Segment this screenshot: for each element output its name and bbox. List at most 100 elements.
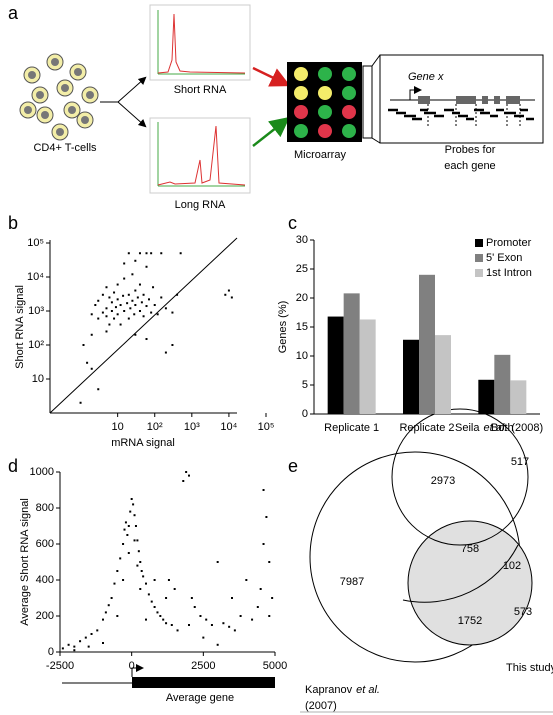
point — [147, 593, 150, 596]
point — [122, 543, 125, 545]
gene-label: Gene x — [408, 71, 444, 83]
point — [90, 367, 93, 370]
point — [185, 471, 188, 473]
point — [101, 293, 104, 296]
point — [150, 600, 153, 603]
spot — [342, 124, 356, 138]
point — [130, 498, 133, 500]
bar — [435, 335, 451, 414]
point — [259, 588, 262, 590]
point — [114, 306, 117, 309]
set-label-part: (2008) — [511, 422, 543, 434]
set-label-part: Seila — [455, 422, 480, 434]
bar — [494, 354, 511, 414]
point — [171, 311, 174, 314]
spot — [294, 86, 308, 100]
x-tick-label: 10⁵ — [258, 421, 275, 433]
point — [136, 539, 139, 542]
point — [123, 310, 126, 312]
set-label: This study — [506, 662, 553, 674]
set-label: Kapranov et al. — [305, 684, 380, 696]
point — [84, 636, 87, 639]
point — [67, 643, 70, 646]
point — [265, 516, 268, 518]
point — [188, 624, 190, 626]
point — [156, 611, 159, 614]
spot — [318, 124, 332, 138]
x-tick-label: 10³ — [184, 421, 200, 433]
point — [145, 582, 147, 585]
y-tick-label: 800 — [36, 502, 54, 514]
legend-swatch — [475, 254, 483, 262]
zoom-box — [362, 65, 373, 139]
venn-count: 758 — [461, 543, 479, 555]
point — [171, 344, 174, 346]
point — [271, 597, 274, 599]
point — [138, 252, 141, 255]
point — [86, 361, 89, 364]
point — [202, 636, 205, 639]
point — [123, 528, 126, 531]
point — [216, 643, 219, 646]
x-tick-label: Replicate 2 — [399, 422, 454, 434]
panel-label: d — [8, 456, 18, 476]
point — [164, 351, 167, 354]
set-label-part: et al. — [356, 684, 380, 696]
point — [145, 338, 148, 341]
point — [139, 588, 142, 590]
y-tick-label: 0 — [302, 408, 308, 420]
bar — [403, 339, 419, 414]
point — [108, 296, 111, 299]
point — [122, 294, 125, 297]
point — [90, 333, 93, 336]
point — [107, 604, 110, 607]
point — [116, 283, 119, 286]
x-tick-label: Replicate 1 — [324, 422, 379, 434]
spot — [342, 105, 356, 119]
point — [142, 575, 145, 578]
venn-count: 7987 — [340, 576, 364, 588]
point — [164, 307, 167, 310]
point — [268, 615, 271, 617]
point — [131, 299, 134, 302]
point — [159, 615, 162, 617]
y-axis-label: Short RNA signal — [14, 285, 26, 369]
point — [268, 561, 271, 563]
point — [124, 521, 127, 524]
spot — [294, 67, 308, 81]
nucleus — [74, 68, 82, 76]
point — [127, 552, 130, 554]
spot — [342, 86, 356, 100]
probes-label: Probes for — [445, 144, 496, 156]
point — [224, 293, 227, 296]
point — [156, 313, 159, 316]
trace-long — [149, 117, 251, 194]
point — [153, 606, 156, 608]
nucleus — [24, 106, 32, 114]
point — [165, 622, 168, 625]
x-axis-label: mRNA signal — [111, 437, 175, 449]
probes-label: each gene — [444, 160, 495, 172]
point — [97, 388, 100, 391]
point — [116, 570, 119, 572]
x-axis-label: Average gene — [166, 692, 234, 704]
diagonal — [49, 237, 238, 414]
point — [113, 317, 116, 320]
point — [102, 642, 104, 644]
point — [79, 401, 82, 404]
point — [101, 311, 104, 314]
point — [123, 262, 126, 265]
y-tick-label: 1000 — [30, 466, 54, 478]
point — [119, 304, 122, 307]
nucleus — [81, 116, 89, 124]
spot — [318, 67, 332, 81]
point — [160, 252, 163, 255]
point — [251, 618, 254, 621]
nucleus — [86, 91, 94, 99]
point — [129, 510, 132, 513]
point — [190, 597, 193, 599]
point — [113, 291, 116, 294]
point — [127, 525, 130, 527]
point — [119, 557, 122, 560]
point — [105, 286, 108, 289]
